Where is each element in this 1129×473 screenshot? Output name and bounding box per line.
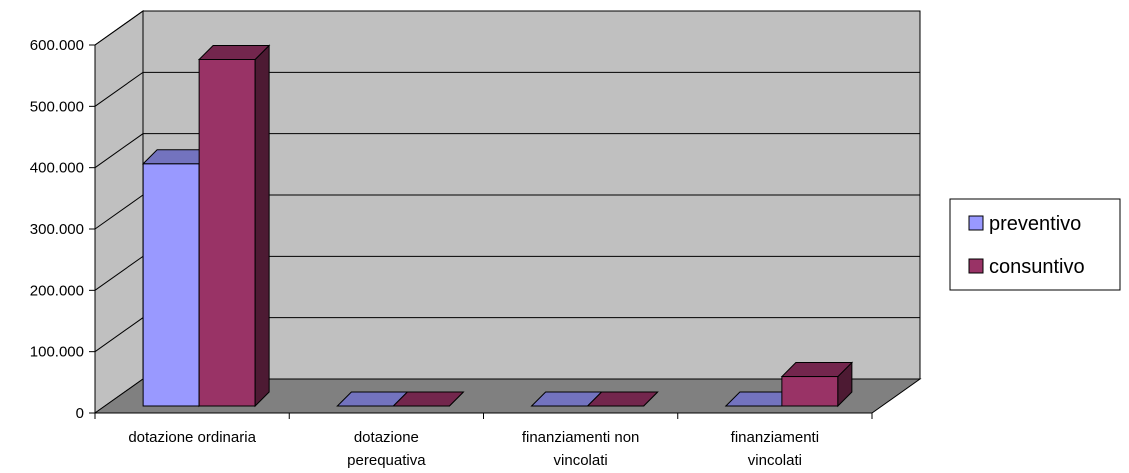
x-category-label: dotazione (354, 429, 419, 446)
legend-label-preventivo: preventivo (989, 213, 1081, 235)
bar-consuntivo (392, 391, 465, 407)
x-category-label: finanziamenti (731, 429, 819, 446)
x-axis-category-labels: dotazione ordinaria dotazione perequativa f… (128, 429, 819, 469)
bars (141, 44, 854, 408)
y-tick-label: 100.000 (30, 344, 84, 361)
x-category-label: perequativa (347, 452, 426, 469)
y-tick-label: 300.000 (30, 221, 84, 238)
bar-top (392, 391, 465, 407)
bar-front (781, 376, 839, 407)
gridline (94, 71, 920, 107)
bar-top (586, 391, 659, 407)
y-tick-label: 400.000 (30, 160, 84, 177)
gridline (94, 133, 920, 169)
legend-swatch-preventivo (968, 215, 984, 231)
y-tick-label: 600.000 (30, 37, 84, 54)
bar-consuntivo (780, 361, 854, 408)
bar-top (780, 362, 854, 378)
x-category-label: vincolati (748, 452, 802, 469)
bar-front (142, 163, 200, 407)
x-category-label: vincolati (554, 452, 608, 469)
x-category-label: finanziamenti non (522, 429, 640, 446)
gridline (94, 10, 920, 46)
y-axis-tick-labels: 0 100.000 200.000 300.000 400.000 500.000 600.… (30, 37, 84, 422)
bar-top (197, 44, 271, 60)
legend-box (949, 198, 1121, 291)
y-tick-label: 500.000 (30, 98, 84, 115)
y-tick-label: 0 (76, 405, 84, 422)
bar-side (254, 44, 270, 408)
legend: preventivo consuntivo (949, 198, 1121, 291)
x-category-label: dotazione ordinaria (128, 429, 256, 446)
y-tick-label: 200.000 (30, 282, 84, 299)
legend-swatch-consuntivo (968, 258, 984, 274)
bar-preventivo (530, 391, 603, 407)
bar-consuntivo (197, 44, 271, 408)
bar-consuntivo (586, 391, 659, 407)
bar-front (198, 58, 256, 407)
legend-label-consuntivo: consuntivo (989, 256, 1085, 278)
axes (89, 44, 873, 419)
